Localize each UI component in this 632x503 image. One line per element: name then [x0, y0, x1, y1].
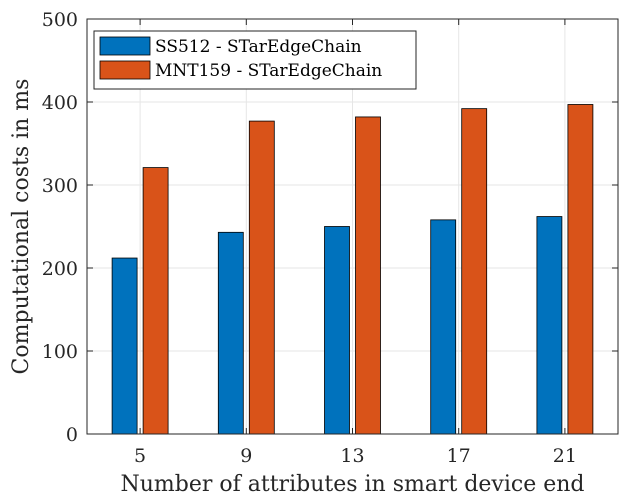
legend-label-mnt159: MNT159 - STarEdgeChain [155, 61, 382, 81]
legend-label-ss512: SS512 - STarEdgeChain [155, 37, 362, 57]
legend-swatch-ss512 [99, 36, 151, 56]
legend-swatch-mnt159 [99, 60, 151, 80]
bars [111, 104, 594, 435]
y-axis-title: Computational costs in ms [9, 79, 34, 375]
grid-lines [87, 19, 618, 434]
bar-ss512-5 [111, 257, 138, 435]
axis-ticks: 0 100 200 300 400 500 5 9 13 17 21 [42, 9, 618, 467]
y-tick-label: 400 [42, 92, 78, 114]
bar-mnt159-21 [567, 104, 594, 435]
bar-ss512-17 [430, 219, 457, 435]
y-tick-label: 100 [42, 341, 78, 363]
bar-mnt159-17 [461, 108, 488, 435]
y-tick-label: 500 [42, 9, 78, 31]
bar-mnt159-9 [248, 120, 275, 435]
y-tick-label: 300 [42, 175, 78, 197]
x-axis-title: Number of attributes in smart device end [120, 472, 584, 497]
x-tick-label: 9 [240, 445, 252, 467]
bar-mnt159-13 [355, 116, 381, 435]
x-tick-label: 21 [553, 445, 577, 467]
legend: SS512 - STarEdgeChain MNT159 - STarEdgeC… [93, 30, 417, 90]
bar-ss512-21 [536, 216, 563, 435]
x-tick-label: 13 [340, 445, 364, 467]
y-tick-label: 200 [42, 258, 78, 280]
x-tick-label: 17 [447, 445, 471, 467]
bar-mnt159-5 [142, 167, 169, 435]
x-tick-label: 5 [134, 445, 146, 467]
y-tick-label: 0 [66, 424, 78, 446]
bar-ss512-9 [217, 231, 244, 435]
bar-ss512-13 [324, 226, 350, 435]
